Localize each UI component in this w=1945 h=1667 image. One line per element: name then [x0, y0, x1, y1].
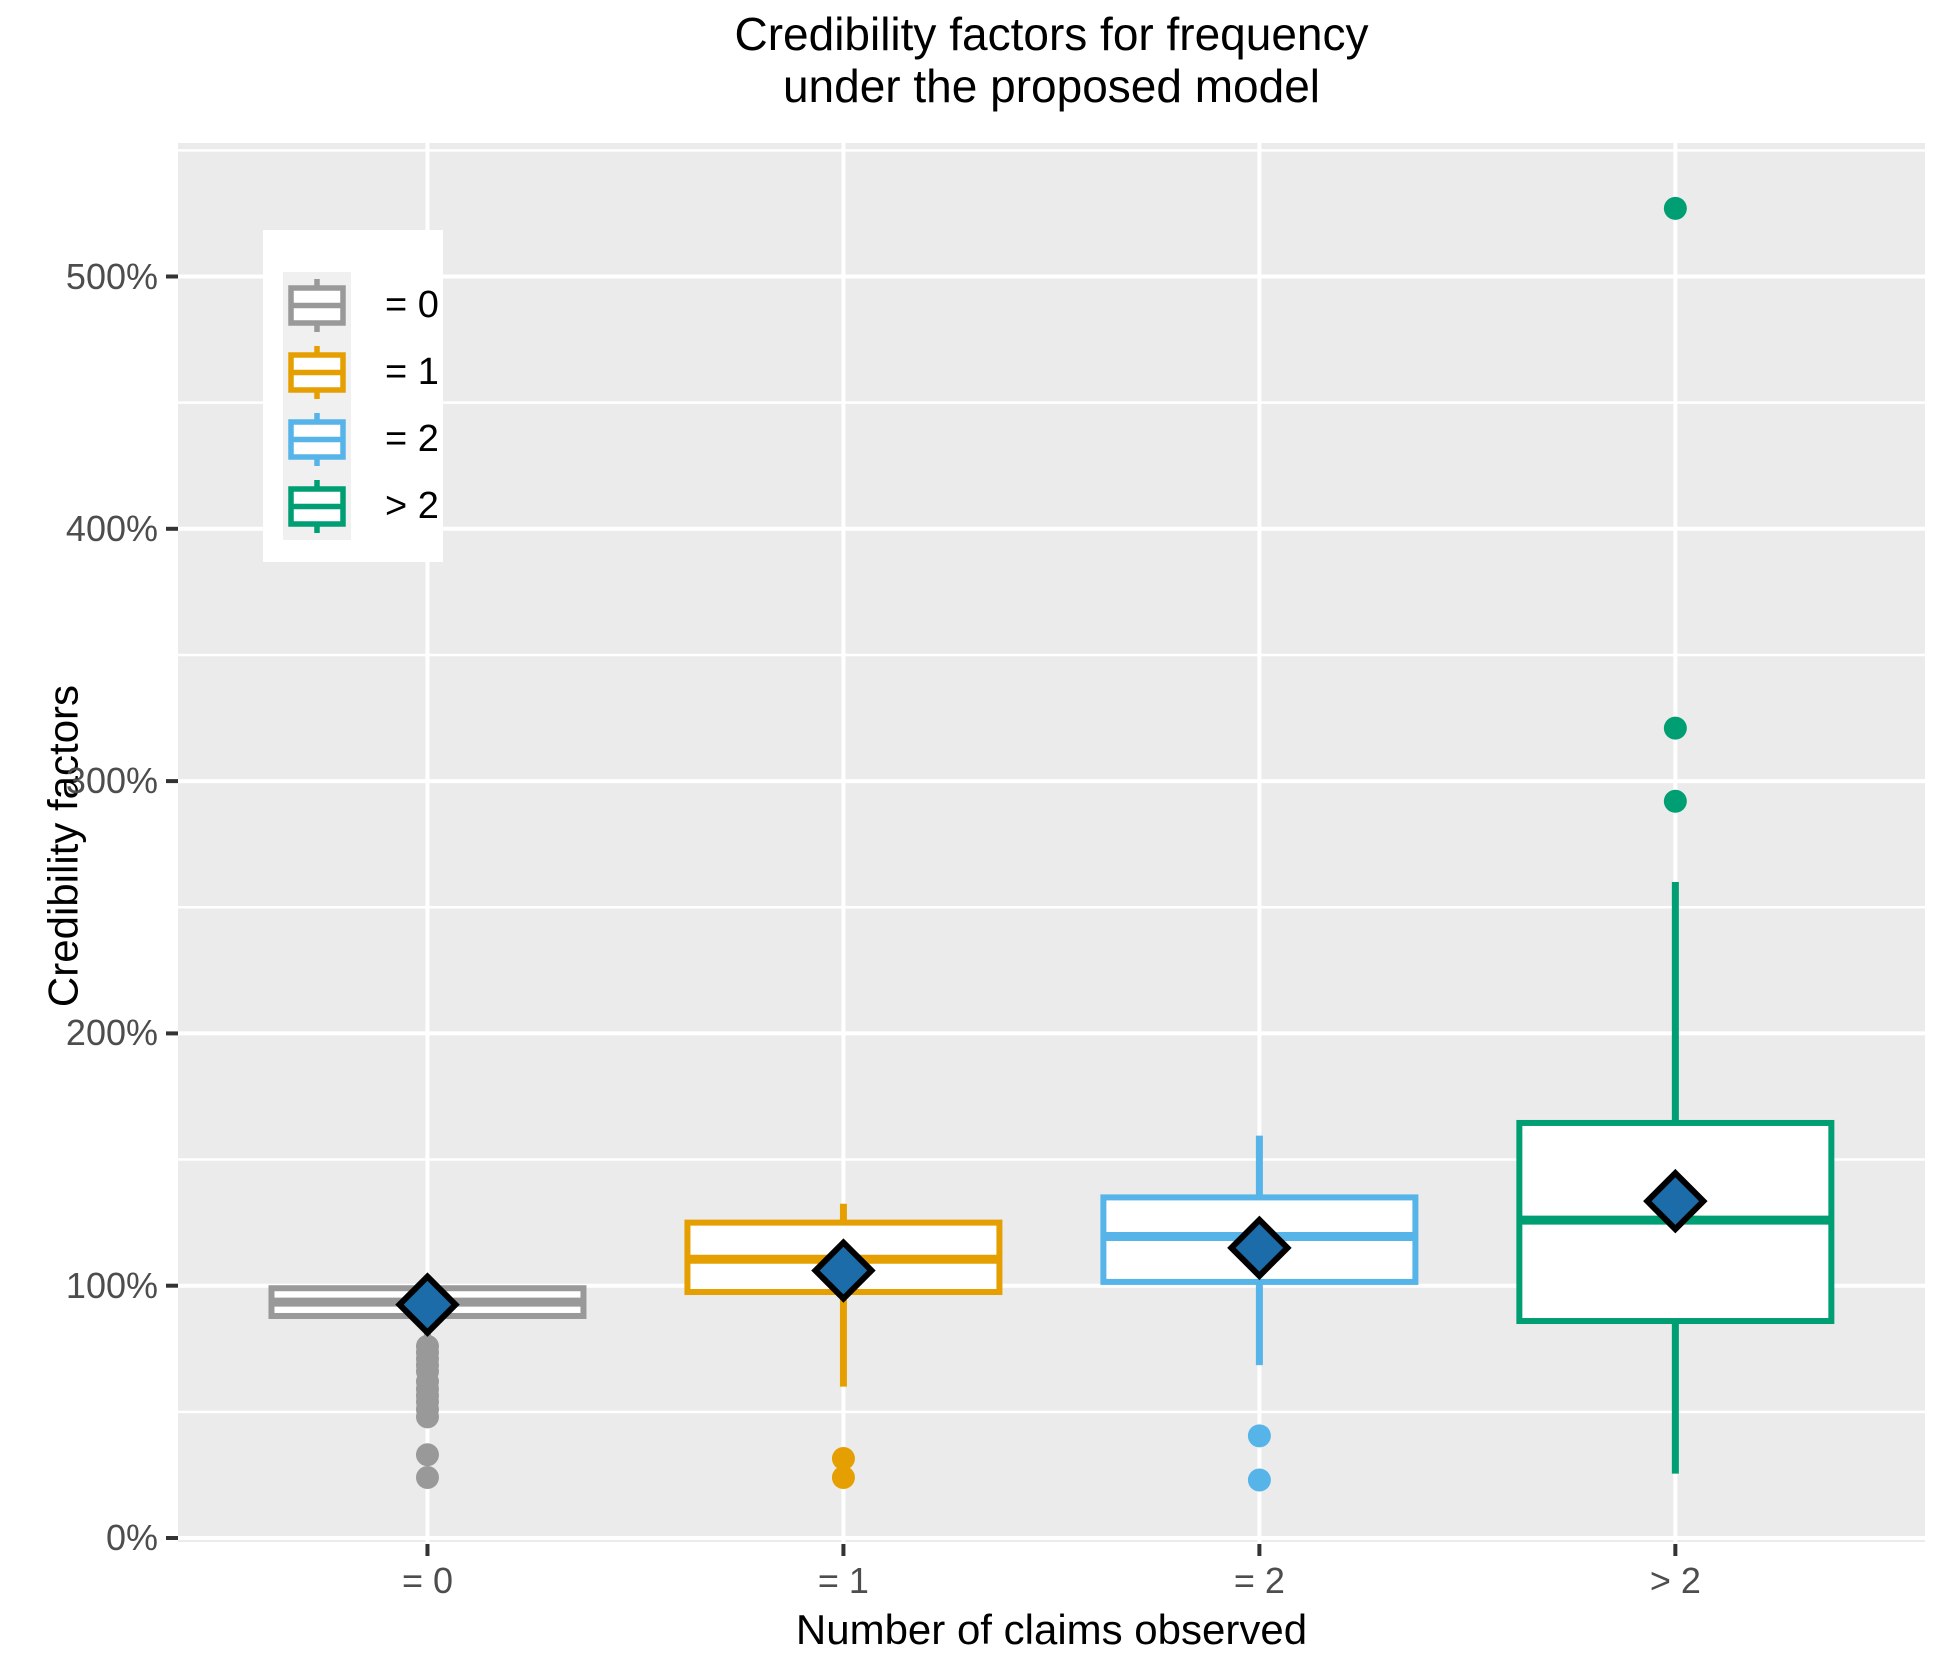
legend-item: = 2 — [283, 406, 439, 473]
y-tick-label: 400% — [65, 507, 158, 549]
legend-boxplot-key-icon — [283, 272, 351, 339]
x-tick-label: = 2 — [1233, 1560, 1285, 1601]
plot-panel — [166, 143, 1925, 1556]
mean-diamond-2 — [1227, 1215, 1292, 1281]
y-tick-label: 200% — [65, 1012, 158, 1054]
outlier-point-3 — [1663, 716, 1687, 740]
y-tick-label: 300% — [65, 760, 158, 802]
x-tick-label: = 0 — [401, 1560, 453, 1601]
outlier-point-1 — [831, 1447, 855, 1471]
legend-label: = 0 — [385, 284, 439, 326]
chart-title: Credibility factors for frequency under … — [734, 8, 1369, 112]
outlier-point-0 — [415, 1405, 439, 1429]
y-tick-label: 0% — [105, 1517, 158, 1558]
y-axis-title: Credibility factors — [39, 684, 87, 1008]
legend-rows: = 0 = 1 = 2 > 2 — [283, 272, 439, 540]
outlier-point-2 — [1247, 1424, 1271, 1448]
outlier-point-1 — [831, 1465, 855, 1489]
legend-boxplot-key-icon — [283, 473, 351, 540]
y-tick-label: 500% — [65, 255, 158, 297]
legend-item: = 0 — [283, 272, 439, 339]
outlier-point-3 — [1663, 789, 1687, 813]
legend-label: = 2 — [385, 418, 439, 460]
mean-diamond-3 — [1643, 1168, 1708, 1234]
x-tick-label: = 1 — [817, 1560, 869, 1601]
plot-canvas — [166, 143, 1925, 1556]
outlier-point-3 — [1663, 196, 1687, 220]
y-tick-label: 100% — [65, 1264, 158, 1306]
legend-boxplot-key-icon — [283, 406, 351, 473]
legend-label: > 2 — [385, 485, 439, 527]
legend-item: = 1 — [283, 339, 439, 406]
outlier-point-2 — [1247, 1468, 1271, 1492]
x-tick-label: > 2 — [1649, 1560, 1701, 1601]
legend-label: = 1 — [385, 351, 439, 393]
mean-diamond-1 — [811, 1238, 876, 1303]
outlier-point-0 — [415, 1465, 439, 1489]
legend: = 0 = 1 = 2 > 2 — [263, 230, 443, 562]
mean-diamond-0 — [395, 1272, 460, 1337]
x-axis-title: Number of claims observed — [795, 1606, 1308, 1653]
legend-boxplot-key-icon — [283, 339, 351, 406]
legend-item: > 2 — [283, 473, 439, 540]
outlier-point-0 — [415, 1443, 439, 1467]
